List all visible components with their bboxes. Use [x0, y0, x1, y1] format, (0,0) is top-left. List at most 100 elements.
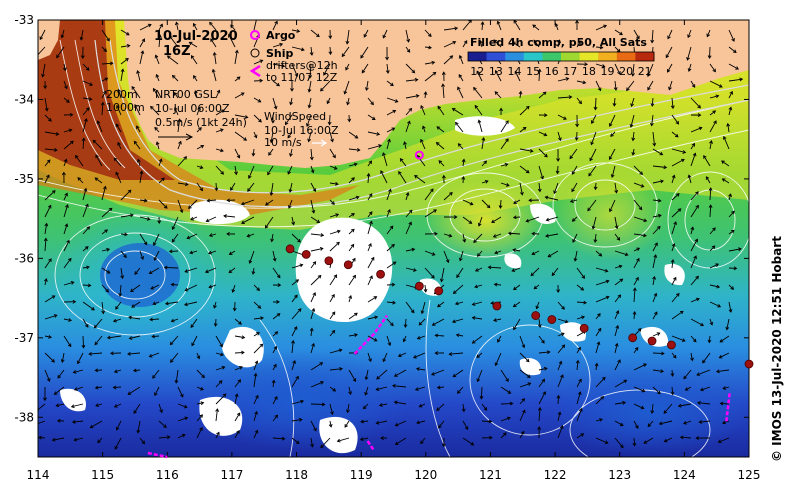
current-vector: [234, 76, 241, 82]
current-vector: [709, 187, 712, 201]
current-vector-head: [269, 139, 274, 144]
current-vector: [652, 352, 664, 355]
current-vector-head: [336, 438, 341, 443]
current-vector-head: [320, 87, 324, 92]
current-vector: [480, 386, 483, 399]
current-vector: [538, 407, 541, 422]
current-vector-head: [512, 303, 517, 308]
current-vector-head: [452, 373, 457, 378]
current-vector-head: [72, 299, 77, 304]
current-vector-head: [683, 420, 687, 425]
current-vector-head: [150, 286, 155, 290]
current-vector: [196, 352, 200, 359]
legend-drifter-label: drifters@12h: [266, 59, 338, 72]
current-vector-head: [613, 87, 618, 91]
current-vector-head: [631, 151, 636, 156]
current-vector: [94, 177, 103, 184]
current-vector-head: [259, 78, 264, 83]
current-vector-head: [600, 395, 605, 400]
current-vector-head: [191, 342, 195, 347]
current-vector-head: [130, 288, 134, 292]
current-vector-head: [136, 125, 140, 130]
colorbar-tick-label: 21: [638, 65, 652, 78]
current-vector: [690, 127, 702, 133]
current-vector-head: [184, 269, 189, 273]
current-vector: [557, 318, 568, 323]
current-vector: [633, 165, 643, 175]
current-vector: [728, 211, 735, 218]
current-vector-head: [525, 169, 530, 174]
current-vector-head: [411, 69, 416, 74]
current-vector-head: [730, 229, 735, 234]
current-vector-head: [330, 411, 334, 416]
current-vector-head: [48, 258, 52, 262]
current-vector: [462, 159, 465, 167]
current-vector: [457, 386, 464, 394]
isobath-1000m-label: 1000m: [106, 101, 145, 114]
current-vector-head: [115, 123, 120, 128]
current-vector-head: [350, 228, 355, 233]
current-vector: [63, 335, 72, 347]
current-vector-head: [113, 157, 118, 162]
current-vector-head: [368, 160, 372, 165]
current-vector-head: [702, 359, 706, 364]
current-vector: [443, 233, 452, 237]
current-vector: [709, 63, 716, 72]
ship-position: [285, 244, 295, 254]
current-vector: [329, 131, 334, 142]
current-vector: [697, 402, 711, 405]
current-vector-head: [499, 107, 504, 112]
current-vector: [690, 97, 701, 109]
current-vector-head: [273, 345, 278, 350]
current-vector-head: [238, 321, 242, 325]
current-vector: [456, 267, 464, 278]
current-vector: [174, 92, 179, 99]
current-vector: [193, 75, 198, 82]
current-vector: [424, 29, 432, 37]
current-vector-head: [537, 406, 542, 411]
current-vector: [614, 310, 619, 320]
current-vector: [120, 233, 128, 235]
current-vector: [513, 249, 521, 252]
current-vector: [155, 55, 160, 65]
current-vector-head: [722, 420, 726, 425]
current-vector-head: [578, 100, 582, 105]
current-vector-head: [725, 326, 730, 331]
current-vector-head: [265, 202, 269, 206]
current-vector-head: [88, 351, 92, 356]
current-vector-head: [588, 172, 592, 177]
current-vector: [82, 97, 92, 100]
current-vector: [215, 109, 225, 116]
current-vector-head: [572, 239, 576, 243]
current-vector-head: [617, 71, 621, 75]
current-vector: [652, 276, 655, 286]
current-vector: [652, 293, 657, 303]
current-vector: [253, 343, 263, 354]
current-vector-head: [67, 257, 72, 262]
current-vector: [519, 106, 530, 116]
current-vector-head: [547, 253, 552, 258]
current-vector: [348, 213, 355, 218]
current-vector: [571, 165, 578, 175]
colorbar-swatch: [561, 52, 581, 61]
y-tick-label: -36: [14, 251, 34, 265]
wind-scale-arrow: [312, 139, 328, 147]
current-vector: [367, 144, 382, 150]
current-vector: [719, 352, 730, 359]
current-vector: [101, 301, 104, 314]
current-vector: [329, 165, 338, 170]
current-vector-head: [551, 272, 556, 277]
current-vector-head: [439, 278, 444, 283]
current-vector: [253, 114, 262, 123]
current-vector-head: [287, 170, 291, 175]
current-vector-head: [476, 253, 481, 257]
current-vector: [101, 90, 107, 99]
current-vector-head: [104, 229, 108, 233]
current-vector-head: [294, 73, 299, 78]
current-vector: [491, 216, 502, 223]
current-vector-head: [699, 387, 704, 392]
current-vector: [536, 301, 540, 309]
current-vector: [44, 114, 52, 122]
current-vector-head: [216, 89, 221, 94]
current-vector: [101, 267, 111, 274]
